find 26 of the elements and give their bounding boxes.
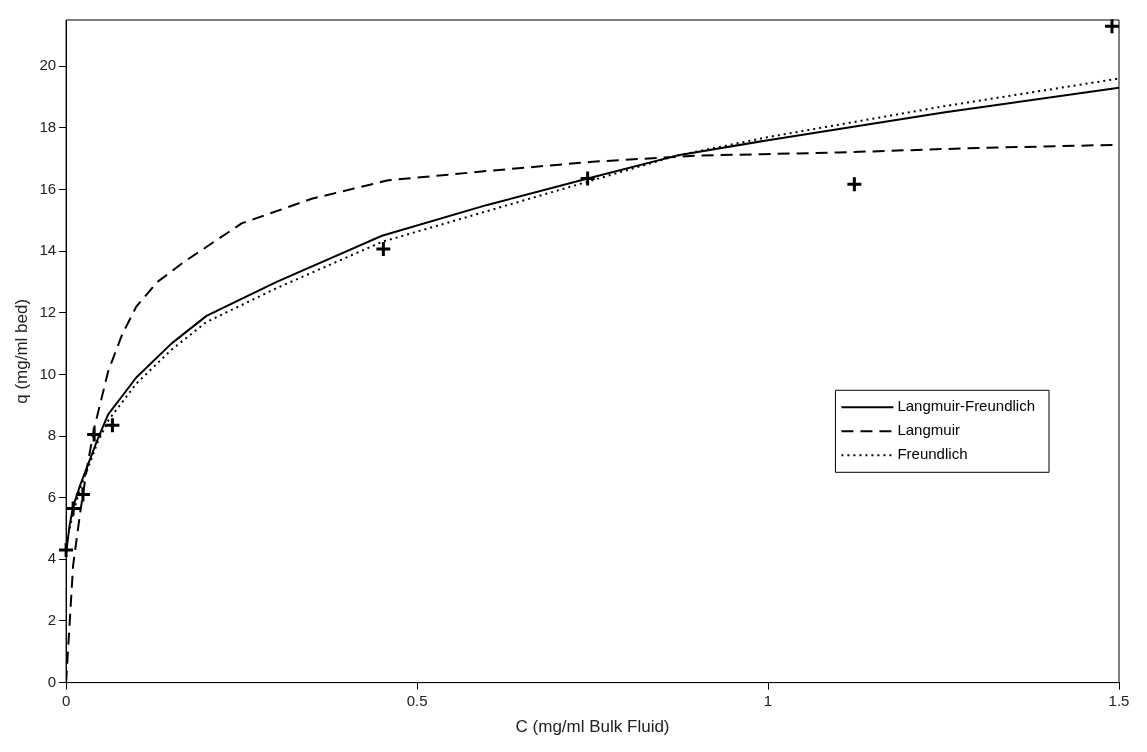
y-tick-label: 2	[47, 611, 57, 629]
point	[845, 175, 863, 193]
x-axis-title: C (mg/ml Bulk Fluid)	[515, 717, 670, 737]
point	[103, 416, 121, 434]
y-tick-label: 18	[39, 118, 57, 136]
point	[74, 486, 92, 504]
x-tick-label: 1	[763, 691, 773, 709]
legend-label: Langmuir	[897, 421, 960, 439]
legend-label: Langmuir-Freundlich	[897, 397, 1036, 415]
y-tick-label: 10	[39, 364, 57, 382]
y-tick-label: 0	[47, 672, 57, 690]
y-tick-label: 20	[39, 56, 57, 74]
point	[374, 240, 392, 258]
y-tick-label: 14	[39, 241, 57, 259]
y-tick-label: 16	[39, 179, 57, 197]
x-tick-label: 0	[61, 691, 71, 709]
point	[85, 426, 103, 444]
y-tick-label: 8	[47, 426, 57, 444]
legend-label: Freundlich	[897, 445, 968, 463]
y-tick-label: 6	[47, 487, 57, 505]
x-tick-label: 1.5	[1108, 691, 1130, 709]
x-tick-label: 0.5	[406, 691, 428, 709]
y-axis-title: q (mg/ml bed)	[11, 298, 31, 404]
y-tick-label: 4	[47, 549, 57, 567]
point	[579, 169, 597, 187]
y-tick-label: 12	[39, 302, 57, 320]
